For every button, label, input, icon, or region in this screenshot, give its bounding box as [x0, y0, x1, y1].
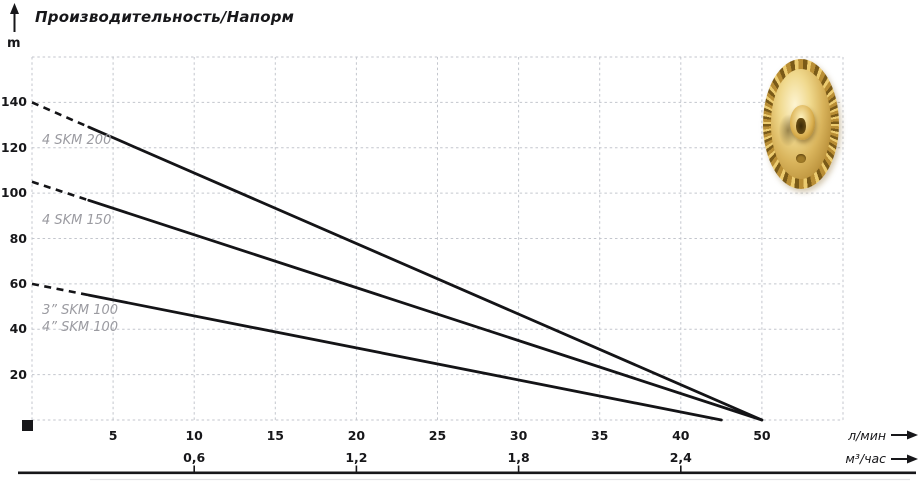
x-axis-lpm-tick-label: 20: [347, 428, 366, 443]
origin-square-marker: [22, 420, 33, 431]
curve-series-label: 4” SKM 100: [42, 320, 119, 335]
impeller-balance-hole: [796, 153, 806, 163]
y-axis-tick-label: 120: [0, 139, 27, 155]
pump-curve: [87, 293, 723, 422]
y-axis-unit-label: m: [7, 36, 21, 51]
pump-impeller-image: [763, 59, 839, 189]
y-axis-tick-label: 100: [0, 185, 27, 201]
y-axis-tick-label: 80: [9, 230, 27, 246]
x-axis-arrow-icon-lpm: [907, 430, 918, 440]
x-axis-lpm-tick-label: 30: [509, 428, 528, 443]
x-axis-unit-lpm-label: л/мин: [848, 428, 886, 443]
x-axis-arrow-icon-m3h: [907, 454, 918, 464]
x-axis-unit-m3h-label: м³/час: [845, 451, 886, 466]
pump-curve-dashed-segment: [31, 180, 90, 202]
x-axis-lpm-tick-label: 10: [185, 428, 203, 443]
x-axis-lpm-tick-label: 50: [753, 428, 771, 443]
y-axis-tick-label: 140: [0, 94, 27, 110]
x-axis-lpm-tick-label: 5: [108, 428, 118, 443]
y-axis-tick-label: 20: [9, 366, 27, 382]
x-axis-lpm-tick-label: 15: [266, 428, 284, 443]
pump-curve: [87, 198, 764, 422]
x-axis-lpm-tick-label: 35: [590, 428, 609, 443]
x-axis-m3h-tick-label: 0,6: [183, 450, 206, 465]
x-axis-lpm-tick-label: 40: [672, 428, 690, 443]
x-axis-m3h-tick-label: 1,8: [507, 450, 530, 465]
y-axis-tick-label: 40: [9, 321, 27, 337]
chart-title: Производительность/Напорм: [35, 8, 295, 26]
impeller-shaft-hole: [795, 117, 806, 135]
curve-series-label: 4 SKM 150: [42, 213, 112, 228]
pump-curve-dashed-segment: [31, 282, 90, 297]
curve-series-label: 3” SKM 100: [42, 303, 119, 318]
pump-curve: [87, 125, 764, 422]
y-axis-tick-label: 60: [9, 275, 27, 291]
x-axis-m3h-tick-label: 2,4: [669, 450, 692, 465]
x-axis-lpm-tick-label: 25: [428, 428, 447, 443]
curve-series-label: 4 SKM 200: [42, 133, 112, 148]
y-axis-arrow-icon: [10, 3, 19, 14]
pump-curve-dashed-segment: [31, 101, 90, 129]
x-axis-m3h-tick-label: 1,2: [345, 450, 368, 465]
